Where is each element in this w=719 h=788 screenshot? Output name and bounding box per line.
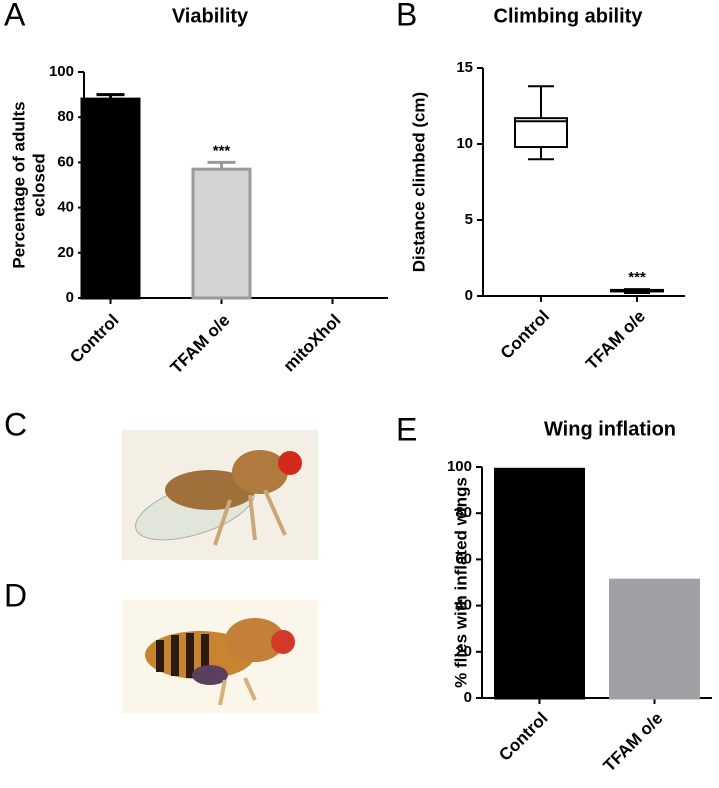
y-tick-label: 0 — [464, 689, 472, 706]
panel-label: D — [4, 577, 27, 613]
y-tick-label: 80 — [455, 504, 472, 521]
y-axis-label: % flies with inflated wings — [451, 477, 470, 688]
bar — [494, 467, 585, 700]
y-tick-label: 15 — [456, 59, 473, 76]
panel-label: E — [396, 411, 417, 447]
annotation: *** — [213, 142, 231, 159]
panel-label: B — [396, 0, 417, 32]
y-tick-label: 80 — [57, 108, 74, 125]
annotation: *** — [628, 269, 646, 286]
error-bar — [207, 160, 236, 170]
photo-c — [122, 430, 318, 560]
error-bar — [96, 93, 125, 100]
chart-title: Climbing ability — [494, 5, 644, 27]
chart-title: Viability — [172, 5, 249, 27]
y-axis-label: eclosed — [29, 153, 48, 216]
y-tick-label: 60 — [455, 550, 472, 567]
fly-abdomen — [165, 470, 255, 510]
photo-d — [122, 600, 318, 713]
y-tick-label: 100 — [49, 63, 74, 80]
y-axis-label: Distance climbed (cm) — [409, 92, 428, 272]
chart-title: Wing inflation — [544, 418, 676, 440]
fly-eye — [271, 630, 295, 654]
y-tick-label: 40 — [455, 597, 472, 614]
bar — [191, 167, 252, 300]
fly-thorax — [232, 450, 288, 494]
y-tick-label: 10 — [456, 135, 473, 152]
y-tick-label: 0 — [465, 287, 473, 304]
bar — [80, 97, 141, 300]
y-tick-label: 0 — [66, 289, 74, 306]
y-tick-label: 20 — [57, 244, 74, 261]
legs — [218, 677, 257, 706]
panel-label: C — [4, 406, 27, 442]
fly-thorax — [225, 618, 285, 662]
y-tick-label: 100 — [447, 458, 472, 475]
fly-eye — [278, 451, 302, 475]
stripes — [156, 633, 209, 678]
y-tick-label: 60 — [57, 153, 74, 170]
y-axis-label: Percentage of adults — [9, 101, 28, 268]
crumpled-wing — [192, 665, 228, 685]
panel-label: A — [4, 0, 26, 32]
y-tick-label: 5 — [465, 211, 473, 228]
box — [514, 117, 568, 149]
y-tick-label: 40 — [57, 199, 74, 216]
bar — [609, 578, 700, 700]
y-tick-label: 20 — [455, 643, 472, 660]
legs — [213, 489, 287, 546]
